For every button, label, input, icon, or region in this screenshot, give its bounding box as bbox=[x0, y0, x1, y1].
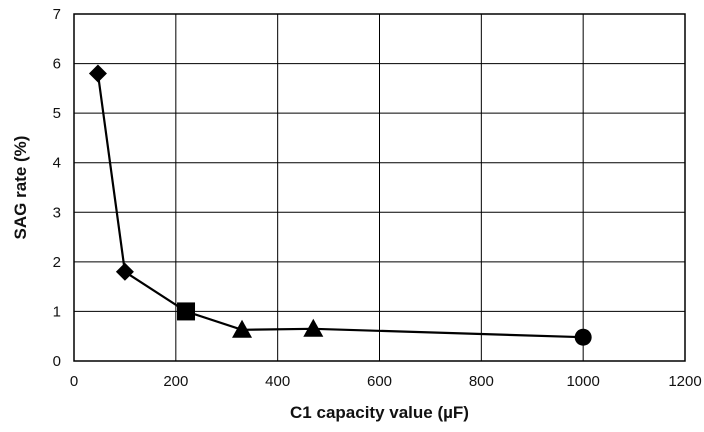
x-tick-label: 400 bbox=[265, 373, 290, 390]
y-tick-label: 4 bbox=[53, 155, 61, 172]
y-tick-label: 5 bbox=[53, 105, 61, 122]
y-tick-label: 7 bbox=[53, 6, 61, 23]
y-axis-title: SAG rate (%) bbox=[11, 136, 30, 240]
tick-labels: 0 200 400 600 800 1000 1200 0 1 2 3 4 5 6 7 bbox=[53, 6, 702, 390]
x-tick-label: 600 bbox=[367, 373, 392, 390]
x-tick-label: 1000 bbox=[566, 373, 599, 390]
diamond-marker bbox=[88, 64, 107, 83]
plot-frame bbox=[73, 13, 686, 362]
triangle-marker bbox=[232, 319, 253, 338]
series-line bbox=[96, 73, 584, 339]
y-tick-label: 1 bbox=[53, 303, 61, 320]
y-tick-label: 3 bbox=[53, 204, 61, 221]
x-tick-label: 800 bbox=[469, 373, 494, 390]
y-tick-label: 0 bbox=[53, 353, 61, 370]
diamond-marker bbox=[115, 262, 134, 281]
data-markers bbox=[88, 64, 592, 346]
x-axis-title: C1 capacity value (µF) bbox=[290, 403, 469, 422]
circle-marker bbox=[574, 328, 592, 346]
x-tick-label: 200 bbox=[163, 373, 188, 390]
y-tick-label: 2 bbox=[53, 254, 61, 271]
x-tick-label: 1200 bbox=[668, 373, 701, 390]
y-tick-label: 6 bbox=[53, 56, 61, 73]
grid bbox=[73, 13, 686, 362]
triangle-marker bbox=[303, 318, 324, 337]
square-marker bbox=[177, 302, 196, 321]
x-tick-label: 0 bbox=[70, 373, 78, 390]
